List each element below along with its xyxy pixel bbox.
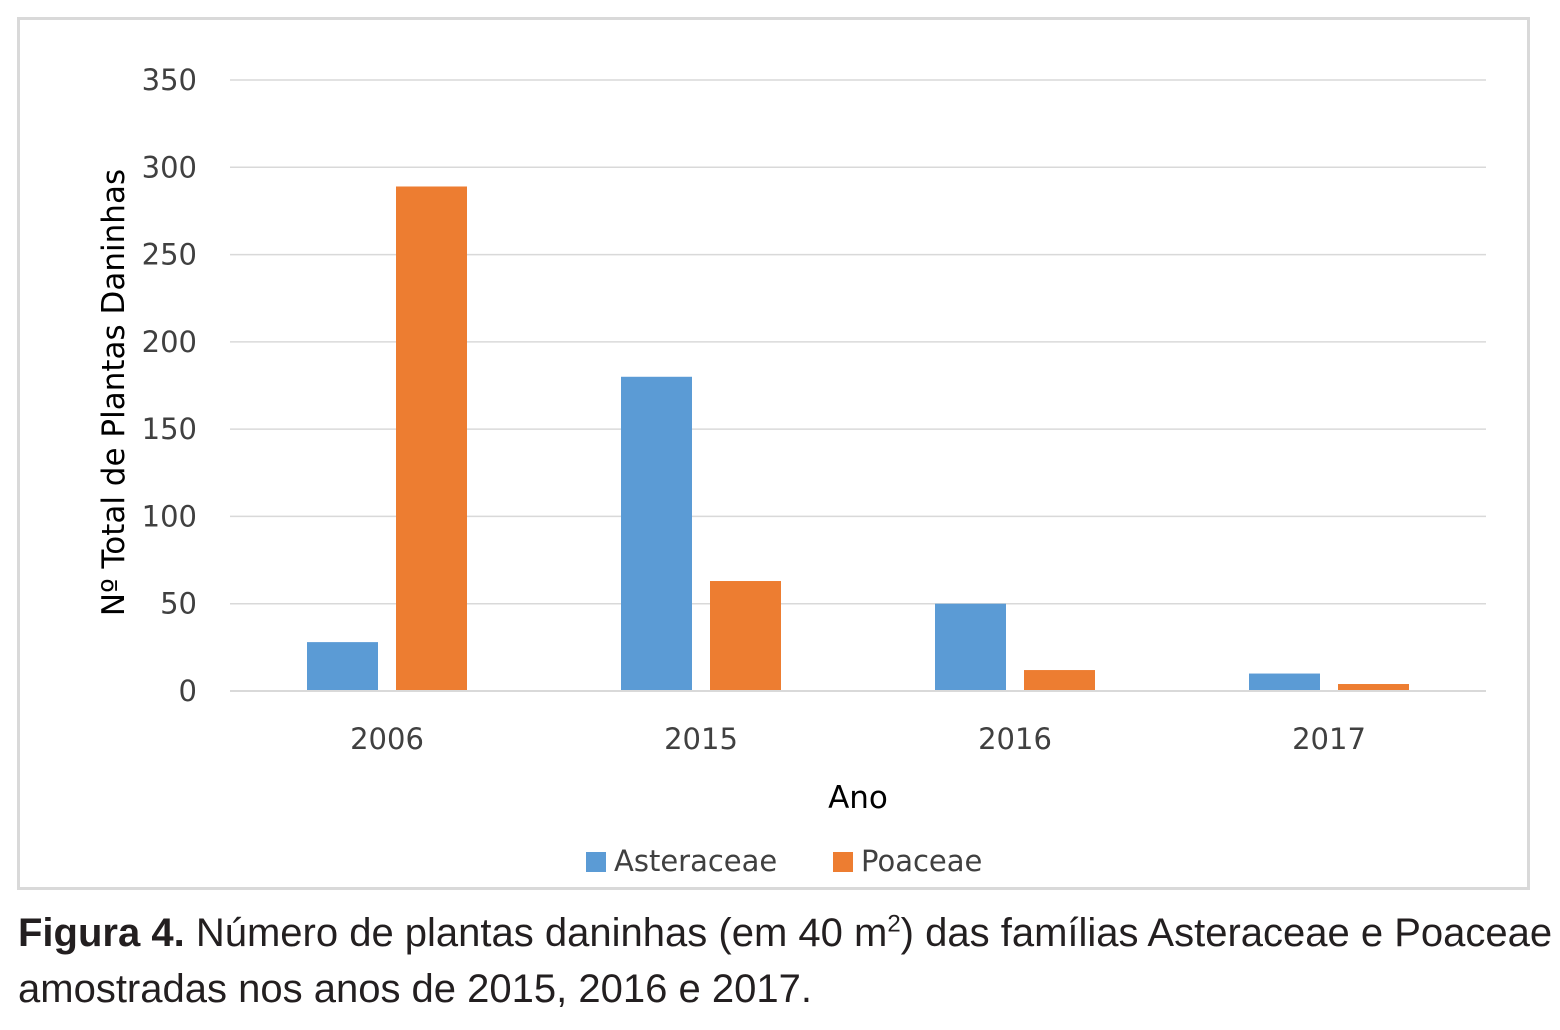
y-tick-label: 250 [142,238,197,272]
x-tick-label: 2017 [1292,722,1366,756]
x-tick-label: 2016 [978,722,1052,756]
bar-asteraceae-2015 [621,376,692,691]
y-tick-label: 350 [142,63,197,97]
y-axis-ticks: 0 50 100 150 200 250 300 350 [142,63,197,708]
y-tick-label: 0 [179,674,197,708]
caption-label: Figura 4. [18,911,185,955]
x-axis-ticks: 2006 2015 2016 2017 [350,722,1366,756]
legend-swatch-asteraceae [586,852,606,872]
x-tick-label: 2015 [664,722,738,756]
y-tick-label: 100 [142,499,197,533]
bar-asteraceae-2016 [935,603,1006,691]
caption-superscript: 2 [887,910,901,938]
y-tick-label: 200 [142,325,197,359]
legend-label-asteraceae: Asteraceae [614,844,777,878]
bar-poaceae-2017 [1338,684,1409,691]
bar-poaceae-2015 [710,581,781,691]
bar-chart: 0 50 100 150 200 250 300 350 2006 2015 2016 2017 A… [96,63,1486,878]
caption-text-1: Número de plantas daninhas (em 40 m [184,911,888,955]
bar-poaceae-2016 [1024,670,1095,691]
bar-asteraceae-2017 [1249,673,1320,691]
figure-caption: Figura 4. Número de plantas daninhas (em… [18,905,1553,1017]
y-tick-label: 300 [142,150,197,184]
y-axis-title: Nº Total de Plantas Daninhas [96,169,132,616]
x-tick-label: 2006 [350,722,424,756]
bar-poaceae-2006 [396,186,467,691]
y-tick-label: 50 [160,587,197,621]
legend-label-poaceae: Poaceae [861,844,982,878]
x-axis-title: Ano [828,780,888,816]
chart-frame: 0 50 100 150 200 250 300 350 2006 2015 2016 2017 A… [17,17,1530,890]
legend-swatch-poaceae [833,852,853,872]
bars [307,186,1409,691]
legend: Asteraceae Poaceae [586,844,982,878]
bar-asteraceae-2006 [307,642,378,691]
y-tick-label: 150 [142,412,197,446]
caption-text-2: ) das famílias Asteraceae e Poaceae amos… [18,911,1553,1011]
